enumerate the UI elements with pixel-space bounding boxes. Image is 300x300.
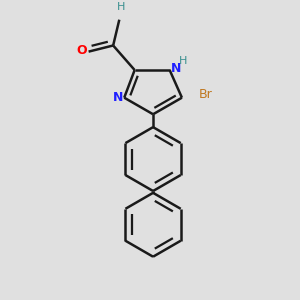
Text: H: H	[179, 56, 187, 66]
Text: O: O	[76, 44, 86, 57]
Text: Br: Br	[199, 88, 213, 101]
Text: N: N	[171, 62, 181, 75]
Text: H: H	[117, 2, 125, 12]
Text: N: N	[113, 91, 123, 104]
